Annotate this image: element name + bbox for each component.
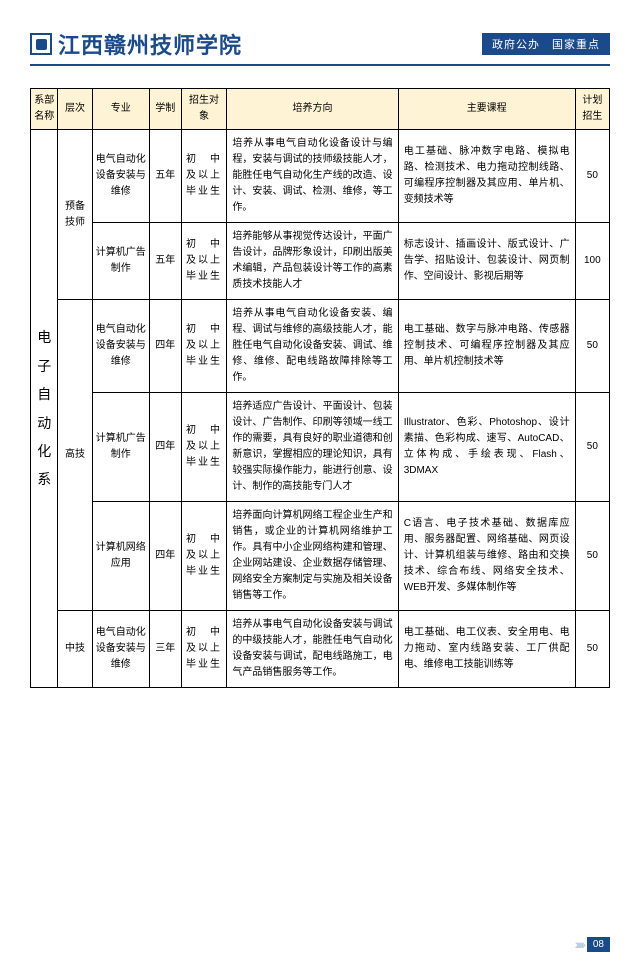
- course-cell: Illustrator、色彩、Photoshop、设计素描、色彩构成、速写、Au…: [398, 393, 575, 502]
- major-cell: 计算机广告制作: [92, 223, 149, 300]
- target-cell: 初 中及以上毕业生: [181, 300, 227, 393]
- plan-cell: 50: [575, 502, 609, 611]
- plan-cell: 50: [575, 393, 609, 502]
- course-cell: 电工基础、脉冲数字电路、模拟电路、检测技术、电力拖动控制线路、可编程序控制器及其…: [398, 130, 575, 223]
- yrs-cell: 三年: [149, 611, 181, 688]
- direction-cell: 培养从事电气自动化设备安装、编程、调试与维修的高级技能人才，能胜任电气自动化设备…: [227, 300, 398, 393]
- course-cell: C语言、电子技术基础、数据库应用、服务器配置、网络基础、网页设计、计算机组装与维…: [398, 502, 575, 611]
- th-plan: 计划招生: [575, 89, 609, 130]
- major-cell: 电气自动化设备安装与维修: [92, 130, 149, 223]
- table-row: 电子自动化系预备技师电气自动化设备安装与维修五年初 中及以上毕业生培养从事电气自…: [31, 130, 610, 223]
- target-cell: 初 中及以上毕业生: [181, 611, 227, 688]
- table-row: 中技电气自动化设备安装与维修三年初 中及以上毕业生培养从事电气自动化设备安装与调…: [31, 611, 610, 688]
- th-course: 主要课程: [398, 89, 575, 130]
- school-name: 江西赣州技师学院: [58, 28, 242, 60]
- course-cell: 标志设计、插画设计、版式设计、广告学、招贴设计、包装设计、网页制作、空间设计、影…: [398, 223, 575, 300]
- major-cell: 电气自动化设备安装与维修: [92, 300, 149, 393]
- page-footer: ››››› 08: [575, 936, 610, 952]
- table-row: 计算机广告制作五年初 中及以上毕业生培养能够从事视觉传达设计，平面广告设计，品牌…: [31, 223, 610, 300]
- table-header-row: 系部名称 层次 专业 学制 招生对象 培养方向 主要课程 计划招生: [31, 89, 610, 130]
- direction-cell: 培养面向计算机网络工程企业生产和销售，或企业的计算机网络维护工作。具有中小企业网…: [227, 502, 398, 611]
- yrs-cell: 五年: [149, 130, 181, 223]
- direction-cell: 培养从事电气自动化设备设计与编程，安装与调试的技师级技能人才，能胜任电气自动化生…: [227, 130, 398, 223]
- level-cell: 预备技师: [58, 130, 92, 300]
- direction-cell: 培养适应广告设计、平面设计、包装设计、广告制作、印刷等领域一线工作的需要，具有良…: [227, 393, 398, 502]
- th-direction: 培养方向: [227, 89, 398, 130]
- target-cell: 初 中及以上毕业生: [181, 130, 227, 223]
- plan-cell: 100: [575, 223, 609, 300]
- school-branding: 江西赣州技师学院: [30, 28, 242, 60]
- major-cell: 计算机网络应用: [92, 502, 149, 611]
- course-cell: 电工基础、电工仪表、安全用电、电力拖动、室内线路安装、工厂供配电、维修电工技能训…: [398, 611, 575, 688]
- th-major: 专业: [92, 89, 149, 130]
- yrs-cell: 四年: [149, 300, 181, 393]
- level-cell: 中技: [58, 611, 92, 688]
- target-cell: 初 中及以上毕业生: [181, 223, 227, 300]
- th-target: 招生对象: [181, 89, 227, 130]
- th-yrs: 学制: [149, 89, 181, 130]
- page-number: 08: [587, 937, 610, 952]
- major-cell: 电气自动化设备安装与维修: [92, 611, 149, 688]
- table-row: 计算机网络应用四年初 中及以上毕业生培养面向计算机网络工程企业生产和销售，或企业…: [31, 502, 610, 611]
- school-logo-icon: [30, 33, 52, 55]
- direction-cell: 培养能够从事视觉传达设计，平面广告设计，品牌形象设计，印刷出版美术编辑，产品包装…: [227, 223, 398, 300]
- page-header: 江西赣州技师学院 政府公办 国家重点: [30, 28, 610, 66]
- table-row: 高技电气自动化设备安装与维修四年初 中及以上毕业生培养从事电气自动化设备安装、编…: [31, 300, 610, 393]
- plan-cell: 50: [575, 300, 609, 393]
- major-cell: 计算机广告制作: [92, 393, 149, 502]
- level-cell: 高技: [58, 300, 92, 611]
- program-table: 系部名称 层次 专业 学制 招生对象 培养方向 主要课程 计划招生 电子自动化系…: [30, 88, 610, 688]
- target-cell: 初 中及以上毕业生: [181, 393, 227, 502]
- plan-cell: 50: [575, 130, 609, 223]
- direction-cell: 培养从事电气自动化设备安装与调试的中级技能人才，能胜任电气自动化设备安装与调试，…: [227, 611, 398, 688]
- yrs-cell: 四年: [149, 502, 181, 611]
- target-cell: 初 中及以上毕业生: [181, 502, 227, 611]
- header-badge: 政府公办 国家重点: [482, 33, 610, 55]
- dept-cell: 电子自动化系: [31, 130, 58, 688]
- chevron-icon: ›››››: [575, 936, 583, 952]
- yrs-cell: 四年: [149, 393, 181, 502]
- th-level: 层次: [58, 89, 92, 130]
- table-row: 计算机广告制作四年初 中及以上毕业生培养适应广告设计、平面设计、包装设计、广告制…: [31, 393, 610, 502]
- yrs-cell: 五年: [149, 223, 181, 300]
- th-dept: 系部名称: [31, 89, 58, 130]
- course-cell: 电工基础、数字与脉冲电路、传感器控制技术、可编程序控制器及其应用、单片机控制技术…: [398, 300, 575, 393]
- plan-cell: 50: [575, 611, 609, 688]
